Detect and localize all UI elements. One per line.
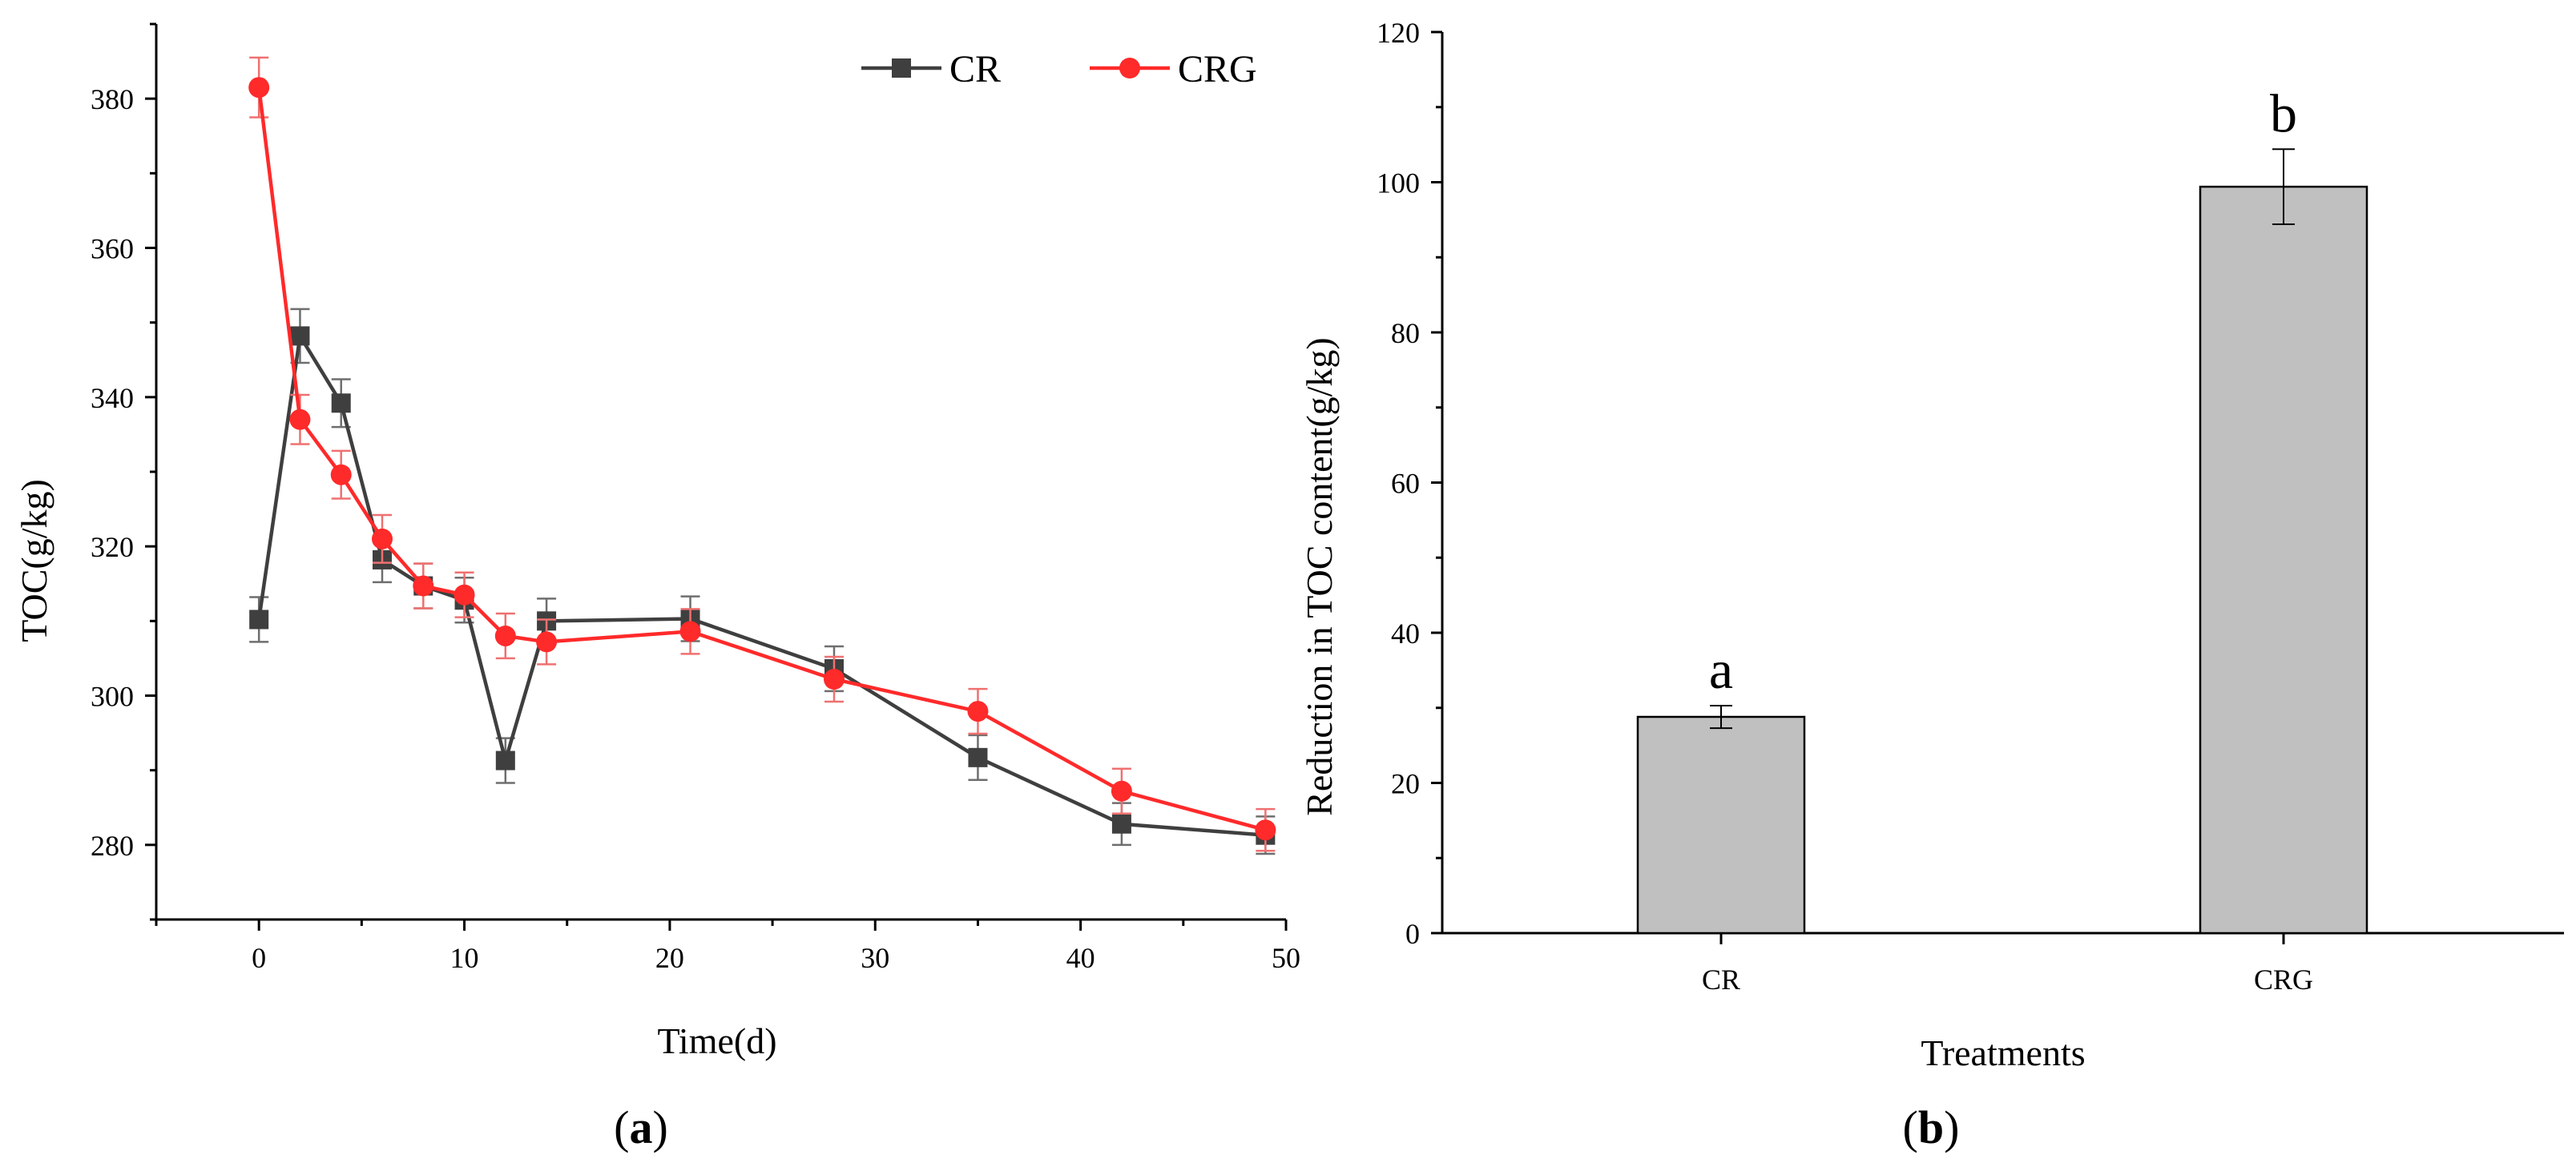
line-chart-ticks: 280 300 320 340 360 380 0 10 20 30 40 50: [91, 22, 1300, 974]
bar-chart-ticks: 0 20 40 60 80 100 120 CR CRG: [1377, 17, 2313, 996]
data-point: [679, 621, 701, 642]
data-point: [248, 77, 270, 99]
data-point: [290, 326, 310, 346]
data-point: [372, 528, 393, 549]
data-point: [289, 408, 311, 430]
bar-cr: [1636, 715, 1806, 935]
bar-group-crg: b: [2199, 82, 2368, 935]
data-point: [249, 610, 269, 630]
x-tick-label: 10: [450, 942, 479, 974]
bar-chart-bars: ab: [1636, 82, 2368, 935]
bar-group-cr: a: [1636, 639, 1806, 935]
data-point: [824, 669, 845, 690]
panel-label-b-letter: b: [1918, 1101, 1944, 1153]
data-point: [495, 750, 515, 771]
data-point: [331, 393, 351, 413]
legend-label-cr: CR: [949, 48, 1001, 91]
y-tick-label: 20: [1391, 768, 1420, 800]
data-point: [1111, 814, 1131, 834]
x-tick-label: 20: [655, 942, 684, 974]
data-point: [413, 575, 434, 597]
line-chart-x-axis-label: Time(d): [657, 1020, 776, 1061]
series-line: [256, 330, 1266, 837]
series-line: [256, 87, 1266, 832]
line-chart-series: [248, 56, 1276, 855]
bar-chart-axes: [1441, 32, 2564, 935]
y-tick-label: 80: [1391, 317, 1420, 349]
y-tick-label: 280: [91, 830, 134, 862]
y-tick-label: 100: [1377, 167, 1420, 199]
y-tick-label: 120: [1377, 17, 1420, 49]
line-chart-legend: CR CRG: [861, 48, 1257, 91]
significance-letter: a: [1709, 639, 1733, 700]
y-tick-label: 380: [91, 83, 134, 115]
legend-marker-crg: [1119, 58, 1140, 78]
y-tick-label: 0: [1405, 918, 1420, 950]
data-point: [967, 701, 989, 722]
y-tick-label: 40: [1391, 618, 1420, 650]
y-tick-label: 300: [91, 681, 134, 713]
y-tick-label: 360: [91, 233, 134, 265]
line-chart-toc: 280 300 320 340 360 380 0 10 20 30 40 50 CR CRG Time…: [14, 22, 1300, 1153]
data-point: [1255, 819, 1276, 841]
data-point: [494, 625, 516, 646]
legend-label-crg: CRG: [1178, 48, 1257, 91]
panel-label-a-letter: a: [630, 1101, 653, 1153]
data-point: [454, 584, 475, 606]
y-tick-label: 340: [91, 382, 134, 414]
bar-chart-y-axis-label: Reduction in TOC content(g/kg): [1299, 337, 1340, 816]
y-tick-label: 320: [91, 531, 134, 563]
data-point: [1111, 780, 1132, 802]
data-point: [536, 631, 558, 653]
legend-marker-cr: [892, 58, 911, 78]
x-tick-label: CRG: [2254, 964, 2313, 996]
data-point: [968, 747, 988, 767]
series-crg: [248, 56, 1276, 852]
bar-chart-x-axis-label: Treatments: [1921, 1032, 2085, 1073]
line-chart-y-axis-label: TOC(g/kg): [14, 479, 54, 642]
data-point: [330, 464, 352, 485]
x-tick-label: 0: [252, 942, 266, 974]
x-tick-label: 50: [1272, 942, 1300, 974]
panel-label-a: (a): [614, 1101, 668, 1153]
panel-label-b: (b): [1903, 1101, 1960, 1153]
x-tick-label: 40: [1066, 942, 1095, 974]
significance-letter: b: [2270, 82, 2297, 143]
x-tick-label: 30: [861, 942, 889, 974]
bar-crg: [2199, 185, 2368, 935]
x-tick-label: CR: [1702, 964, 1740, 996]
y-tick-label: 60: [1391, 468, 1420, 500]
